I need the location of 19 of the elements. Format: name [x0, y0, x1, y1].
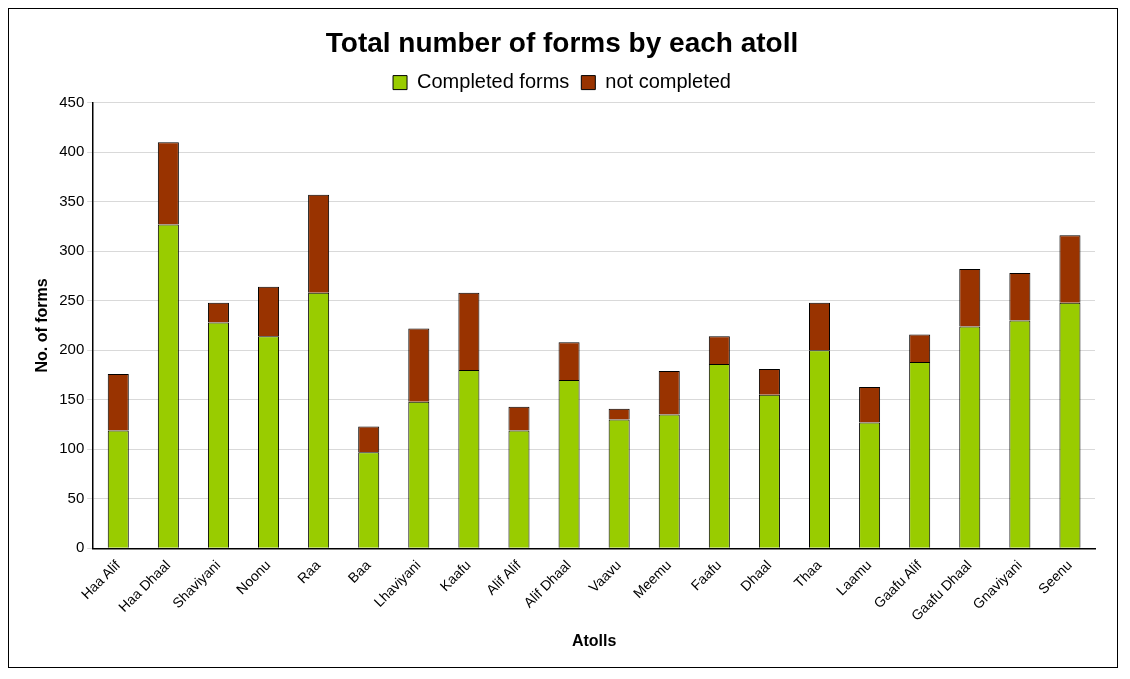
y-tick-label: 250: [59, 290, 85, 308]
y-tick-label: 400: [59, 142, 85, 160]
x-tick-label: Alif Alif: [482, 556, 524, 598]
legend-label: Completed forms: [417, 70, 570, 93]
y-tick-label: 350: [59, 191, 85, 209]
x-axis-title: Atolls: [571, 631, 617, 649]
y-tick-label: 100: [59, 439, 85, 457]
y-axis-title: No. of forms: [33, 278, 51, 373]
y-tick-label: 450: [59, 92, 85, 110]
x-tick-label: Haa Alif: [77, 556, 124, 603]
y-tick-label: 200: [59, 340, 85, 358]
y-tick-label: 50: [67, 488, 85, 506]
chart-title: Total number of forms by each atoll: [325, 26, 799, 58]
y-tick-label: 300: [59, 241, 85, 259]
legend-label: not completed: [605, 70, 731, 93]
x-tick-label: Baa: [344, 556, 374, 586]
x-tick-label: Raa: [294, 556, 324, 587]
y-tick-label: 0: [75, 538, 85, 556]
y-tick-label: 150: [59, 389, 85, 407]
